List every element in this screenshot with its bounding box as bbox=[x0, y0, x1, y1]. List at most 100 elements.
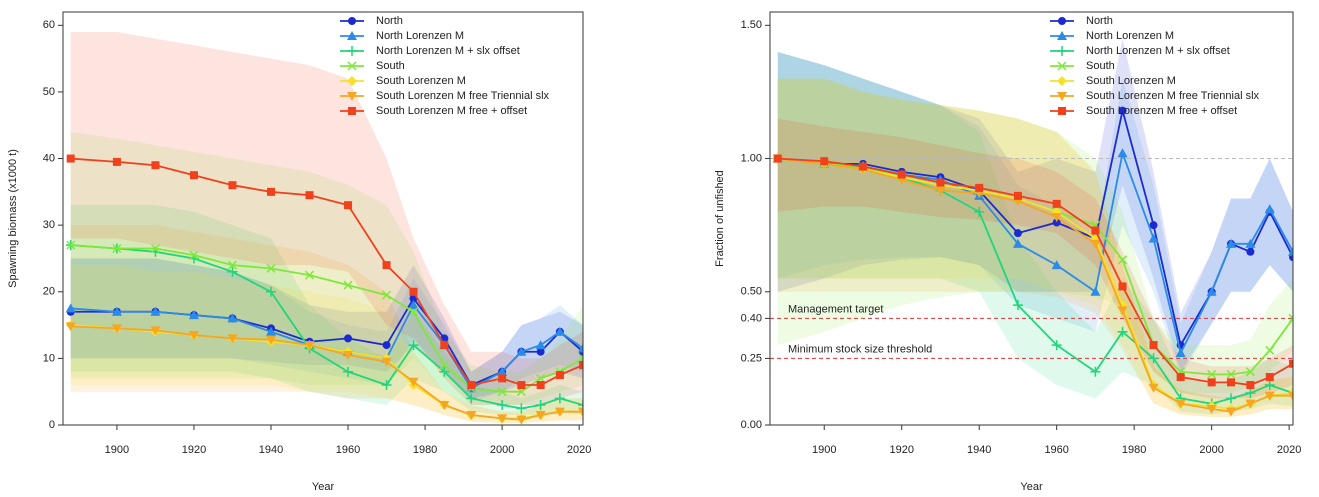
marker bbox=[497, 400, 508, 411]
marker bbox=[497, 366, 508, 376]
legend-label: South Lorenzen M bbox=[1086, 75, 1176, 87]
x-tick-label: 1900 bbox=[105, 444, 129, 456]
x-tick-label: 1980 bbox=[413, 444, 437, 456]
marker bbox=[347, 61, 357, 71]
y-axis-label: Fraction of unfished bbox=[714, 170, 726, 267]
marker bbox=[1117, 148, 1128, 158]
marker bbox=[150, 243, 160, 254]
x-tick-label: 2020 bbox=[1277, 444, 1301, 456]
marker bbox=[347, 76, 357, 86]
marker bbox=[382, 341, 391, 350]
uncertainty-band bbox=[777, 51, 1293, 415]
marker bbox=[227, 260, 238, 270]
marker bbox=[1226, 369, 1236, 379]
marker bbox=[1057, 76, 1067, 86]
marker bbox=[1265, 345, 1275, 355]
plot-frame bbox=[769, 11, 1294, 426]
marker bbox=[189, 171, 198, 180]
marker bbox=[1227, 378, 1236, 387]
marker bbox=[408, 300, 419, 310]
marker bbox=[344, 201, 353, 210]
marker bbox=[382, 261, 391, 270]
marker bbox=[65, 322, 76, 332]
marker bbox=[1117, 306, 1128, 316]
reference-label: Minimum stock size threshold bbox=[788, 343, 932, 355]
marker bbox=[773, 154, 782, 163]
marker bbox=[1051, 260, 1062, 270]
marker bbox=[1013, 229, 1022, 238]
marker bbox=[1264, 391, 1275, 401]
marker bbox=[1118, 106, 1127, 115]
y-axis-label: Spawning biomass (x1000 t) bbox=[7, 149, 19, 288]
marker bbox=[1245, 367, 1255, 377]
y-tick-label: 60 bbox=[43, 19, 55, 31]
marker bbox=[1090, 239, 1101, 249]
uncertainty-band bbox=[70, 258, 583, 402]
marker bbox=[467, 381, 476, 390]
plot-area bbox=[770, 38, 1293, 418]
x-tick-label: 2000 bbox=[490, 444, 514, 456]
marker bbox=[66, 240, 76, 250]
marker bbox=[1057, 61, 1067, 71]
marker bbox=[1057, 46, 1067, 56]
uncertainty-band bbox=[70, 225, 583, 424]
marker bbox=[1013, 191, 1022, 200]
marker bbox=[408, 377, 419, 387]
marker bbox=[578, 407, 583, 417]
marker bbox=[1264, 204, 1275, 214]
marker bbox=[1058, 17, 1066, 25]
marker bbox=[1289, 359, 1293, 368]
x-tick-label: 1900 bbox=[812, 444, 836, 456]
marker bbox=[112, 243, 122, 254]
marker bbox=[466, 393, 477, 404]
y-tick-label: 0.25 bbox=[741, 352, 762, 364]
marker bbox=[535, 411, 546, 421]
marker bbox=[1057, 92, 1067, 101]
marker bbox=[344, 334, 353, 343]
panel: Management target Minimum stock size thre… bbox=[714, 11, 1301, 493]
marker bbox=[1175, 348, 1186, 358]
legend-label: North Lorenzen M bbox=[376, 30, 464, 42]
panel: 0 10 20 30 40 50 60 1900 1920 1940 1960 1980 2000 202… bbox=[7, 11, 591, 493]
marker bbox=[408, 340, 419, 351]
marker bbox=[1246, 247, 1255, 256]
marker bbox=[466, 411, 477, 421]
marker bbox=[1091, 226, 1100, 235]
y-tick-label: 1.50 bbox=[741, 19, 762, 31]
marker bbox=[111, 324, 122, 334]
marker bbox=[517, 381, 526, 390]
legend-label: South Lorenzen M free Triennial slx bbox=[376, 90, 550, 102]
marker bbox=[1012, 300, 1023, 311]
marker bbox=[1118, 282, 1127, 291]
marker bbox=[1148, 353, 1159, 364]
marker bbox=[1288, 391, 1293, 401]
x-tick-label: 2020 bbox=[567, 444, 591, 456]
y-tick-label: 1.00 bbox=[741, 152, 762, 164]
marker bbox=[497, 387, 507, 397]
marker bbox=[1207, 369, 1217, 379]
marker bbox=[1265, 373, 1274, 382]
marker bbox=[151, 161, 160, 170]
y-tick-label: 50 bbox=[43, 86, 55, 98]
legend-label: South bbox=[1086, 60, 1115, 72]
marker bbox=[343, 280, 353, 290]
marker bbox=[439, 360, 449, 370]
marker bbox=[347, 31, 357, 40]
plot-frame bbox=[62, 11, 584, 426]
marker bbox=[1149, 221, 1158, 230]
uncertainty-band bbox=[777, 78, 1293, 418]
uncertainty-band bbox=[70, 205, 583, 416]
marker bbox=[1246, 381, 1255, 390]
marker bbox=[1207, 378, 1216, 387]
x-tick-label: 1960 bbox=[336, 444, 360, 456]
marker bbox=[820, 157, 829, 166]
marker bbox=[188, 310, 199, 320]
legend-label: North bbox=[376, 15, 403, 27]
uncertainty-band bbox=[70, 265, 583, 424]
marker bbox=[266, 263, 276, 273]
plot-area bbox=[65, 31, 583, 425]
marker bbox=[1226, 393, 1237, 404]
legend-label: South bbox=[376, 60, 405, 72]
y-tick-label: 0.40 bbox=[741, 312, 762, 324]
